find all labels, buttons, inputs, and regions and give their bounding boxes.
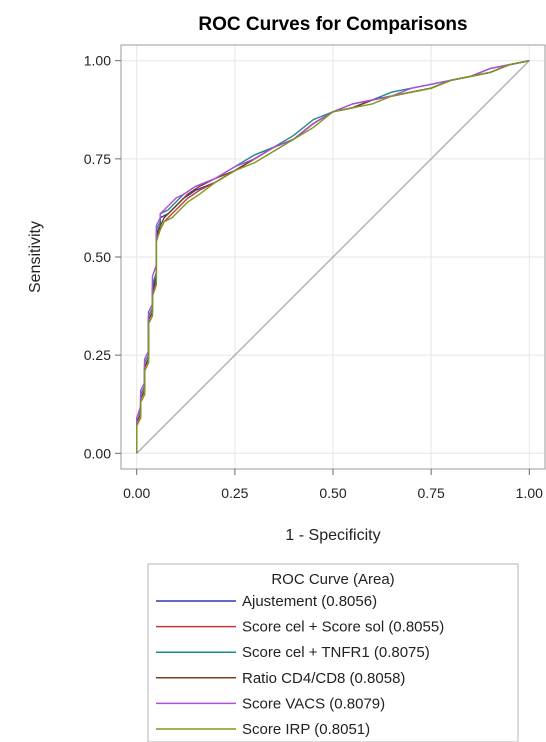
y-tick-label: 0.25 xyxy=(84,347,111,363)
roc-series-line-4 xyxy=(136,60,530,454)
x-tick-label: 0.75 xyxy=(418,485,445,501)
y-tick-label: 0.75 xyxy=(84,151,111,167)
y-tick-label: 0.00 xyxy=(84,445,111,461)
roc-series-group xyxy=(136,60,530,454)
x-axis-ticks: 0.00 0.25 0.50 0.75 1.00 xyxy=(123,469,543,501)
y-axis-ticks: 0.00 0.25 0.50 0.75 1.00 xyxy=(84,53,121,461)
y-axis-label: Sensitivity xyxy=(27,221,44,293)
legend-entries: Ajustement (0.8056) Score cel + Score sol… xyxy=(156,593,444,738)
roc-series-line-5 xyxy=(136,60,530,454)
reference-diagonal xyxy=(136,60,530,454)
x-axis-label: 1 - Specificity xyxy=(285,527,380,544)
legend-label-3: Ratio CD4/CD8 (0.8058) xyxy=(242,670,405,687)
x-tick-label: 1.00 xyxy=(516,485,543,501)
x-tick-label: 0.50 xyxy=(319,485,346,501)
x-tick-label: 0.25 xyxy=(221,485,248,501)
legend-title: ROC Curve (Area) xyxy=(271,571,394,588)
x-tick-label: 0.00 xyxy=(123,485,150,501)
y-tick-label: 1.00 xyxy=(84,53,111,69)
legend-box xyxy=(147,563,519,742)
y-tick-label: 0.50 xyxy=(84,249,111,265)
legend-label-5: Score IRP (0.8051) xyxy=(242,721,370,738)
legend-label-4: Score VACS (0.8079) xyxy=(242,695,385,712)
legend-label-0: Ajustement (0.8056) xyxy=(242,593,377,610)
legend-label-2: Score cel + TNFR1 (0.8075) xyxy=(242,644,430,661)
legend-label-1: Score cel + Score sol (0.8055) xyxy=(242,619,444,636)
legend: ROC Curve (Area) Ajustement (0.8056) Scor… xyxy=(147,563,519,742)
reference-line xyxy=(136,60,530,454)
chart-title: ROC Curves for Comparisons xyxy=(198,14,467,35)
